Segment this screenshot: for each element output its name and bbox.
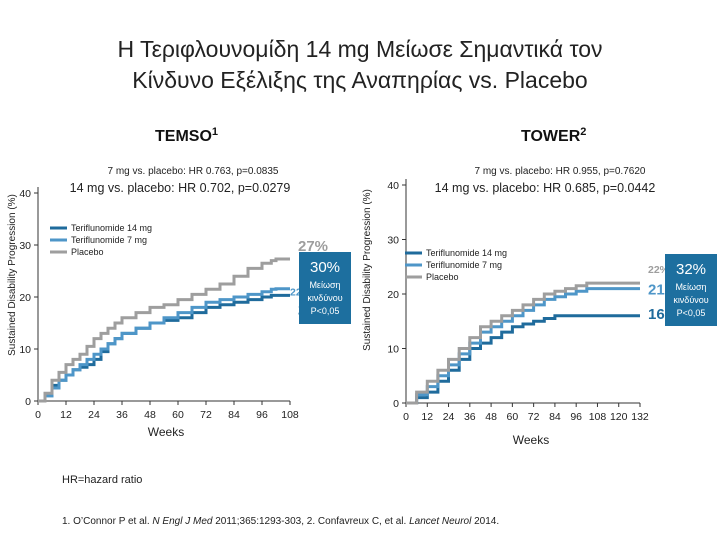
tower-y-tick-label: 40 bbox=[387, 180, 399, 192]
tower-panel: TOWER2 7 mg vs. placebo: HR 0.955, p=0.7… bbox=[362, 126, 717, 447]
temso-y-tick-label: 30 bbox=[19, 240, 31, 252]
temso-y-tick-label: 40 bbox=[19, 188, 31, 200]
temso-series-t14 bbox=[38, 293, 290, 403]
temso-y-tick-label: 20 bbox=[19, 292, 31, 304]
temso-y-tick-label: 10 bbox=[19, 344, 31, 356]
temso-y-tick-label: 0 bbox=[25, 396, 31, 408]
temso-x-tick-label: 48 bbox=[144, 409, 156, 421]
references: 1. O’Connor P et al. N Engl J Med 2011;3… bbox=[62, 516, 499, 527]
tower-badge-pct: 32% bbox=[676, 261, 706, 278]
temso-panel: TEMSO1 7 mg vs. placebo: HR 0.763, p=0.0… bbox=[7, 126, 351, 439]
tower-x-tick-label: 0 bbox=[403, 411, 409, 423]
temso-x-tick-label: 96 bbox=[256, 409, 268, 421]
tower-series-t14 bbox=[406, 314, 640, 405]
title-line-1: Η Τεριφλουνομίδη 14 mg Μείωσε Σημαντικά … bbox=[117, 36, 603, 62]
temso-series-t7 bbox=[38, 287, 290, 403]
tower-badge-box bbox=[665, 254, 717, 326]
tower-x-tick-label: 24 bbox=[443, 411, 455, 423]
tower-x-tick-label: 12 bbox=[421, 411, 433, 423]
temso-x-tick-label: 60 bbox=[172, 409, 184, 421]
tower-legend: Teriflunomide 14 mg Teriflunomide 7 mg Pla… bbox=[405, 248, 507, 282]
temso-x-axis-title: Weeks bbox=[148, 425, 184, 439]
temso-badge-text2: κινδύνου bbox=[307, 293, 342, 303]
temso-x-tick-label: 36 bbox=[116, 409, 128, 421]
temso-x-tick-label: 0 bbox=[35, 409, 41, 421]
tower-axes: 0 10 20 30 40 0 12 24 36 48 60 72 84 96 108 120 132 bbox=[387, 179, 649, 423]
temso-legend-label: Placebo bbox=[71, 247, 104, 257]
ref2-suffix: 2014. bbox=[471, 516, 500, 527]
temso-legend-label: Teriflunomide 7 mg bbox=[71, 235, 147, 245]
tower-y-tick-label: 20 bbox=[387, 289, 399, 301]
ref1-journal: N Engl J Med bbox=[152, 516, 213, 527]
slide-title: Η Τεριφλουνομίδη 14 mg Μείωσε Σημαντικά … bbox=[0, 34, 720, 96]
temso-badge-text3: P<0,05 bbox=[311, 306, 340, 316]
temso-legend-label: Teriflunomide 14 mg bbox=[71, 223, 152, 233]
temso-x-tick-label: 108 bbox=[281, 409, 299, 421]
temso-x-tick-label: 84 bbox=[228, 409, 240, 421]
temso-legend: Teriflunomide 14 mg Teriflunomide 7 mg Pla… bbox=[50, 223, 152, 257]
tower-badge-text2: κινδύνου bbox=[673, 295, 708, 305]
ref1-suffix: 2011;365:1293-303, 2. Confavreux C, et a… bbox=[212, 516, 410, 527]
tower-legend-label: Placebo bbox=[426, 272, 459, 282]
temso-badge-pct: 30% bbox=[310, 259, 340, 276]
temso-risk-badge: 30% Μείωση κινδύνου P<0,05 bbox=[299, 252, 351, 324]
tower-x-tick-label: 48 bbox=[485, 411, 497, 423]
tower-legend-label: Teriflunomide 7 mg bbox=[426, 260, 502, 270]
temso-title: TEMSO1 bbox=[155, 126, 218, 145]
ref2-journal: Lancet Neurol bbox=[409, 516, 472, 527]
tower-badge-text1: Μείωση bbox=[675, 282, 706, 292]
tower-legend-label: Teriflunomide 14 mg bbox=[426, 248, 507, 258]
tower-x-tick-label: 96 bbox=[570, 411, 582, 423]
temso-series-placebo bbox=[38, 257, 290, 403]
tower-y-tick-label: 0 bbox=[393, 398, 399, 410]
tower-x-tick-label: 120 bbox=[610, 411, 628, 423]
temso-badge-box bbox=[299, 252, 351, 324]
tower-risk-badge: 32% Μείωση κινδύνου P<0,05 bbox=[665, 254, 717, 326]
tower-x-tick-label: 60 bbox=[507, 411, 519, 423]
tower-badge-text3: P<0,05 bbox=[677, 308, 706, 318]
temso-y-axis-title: Sustained Disability Progression (%) bbox=[7, 194, 18, 356]
temso-x-tick-label: 72 bbox=[200, 409, 212, 421]
tower-x-tick-label: 84 bbox=[549, 411, 561, 423]
temso-badge-text1: Μείωση bbox=[309, 280, 340, 290]
temso-x-tick-label: 12 bbox=[60, 409, 72, 421]
temso-x-tick-label: 24 bbox=[88, 409, 100, 421]
tower-x-tick-label: 36 bbox=[464, 411, 476, 423]
temso-hr-14mg: 14 mg vs. placebo: HR 0.702, p=0.0279 bbox=[70, 181, 291, 195]
tower-x-tick-label: 132 bbox=[631, 411, 649, 423]
tower-hr-14mg: 14 mg vs. placebo: HR 0.685, p=0.0442 bbox=[435, 181, 656, 195]
tower-lines bbox=[406, 281, 640, 405]
tower-x-axis-title: Weeks bbox=[513, 433, 549, 447]
temso-axes: 0 10 20 30 40 0 12 24 36 48 60 72 84 96 108 bbox=[19, 187, 299, 421]
hazard-ratio-footnote: HR=hazard ratio bbox=[62, 474, 143, 486]
tower-x-tick-label: 72 bbox=[528, 411, 540, 423]
tower-title-sup: 2 bbox=[580, 126, 586, 138]
title-line-2: Κίνδυνο Εξέλιξης της Αναπηρίας vs. Place… bbox=[132, 67, 588, 93]
temso-lines bbox=[38, 257, 290, 403]
ref1-prefix: 1. O’Connor P et al. bbox=[62, 516, 153, 527]
tower-title-text: TOWER bbox=[521, 128, 581, 145]
tower-x-tick-label: 108 bbox=[589, 411, 607, 423]
temso-hr-7mg: 7 mg vs. placebo: HR 0.763, p=0.0835 bbox=[108, 166, 279, 177]
tower-end-label-placebo: 22% bbox=[648, 264, 670, 276]
temso-title-text: TEMSO bbox=[155, 128, 212, 145]
temso-end-label-placebo: 27% bbox=[298, 238, 328, 255]
tower-hr-7mg: 7 mg vs. placebo: HR 0.955, p=0.7620 bbox=[475, 166, 646, 177]
tower-series-placebo bbox=[406, 281, 640, 405]
temso-title-sup: 1 bbox=[212, 126, 218, 138]
tower-y-axis-title: Sustained Disability Progression (%) bbox=[362, 189, 373, 351]
tower-title: TOWER2 bbox=[521, 126, 586, 145]
tower-y-tick-label: 30 bbox=[387, 235, 399, 247]
tower-series-t7 bbox=[406, 287, 640, 405]
tower-y-tick-label: 10 bbox=[387, 344, 399, 356]
